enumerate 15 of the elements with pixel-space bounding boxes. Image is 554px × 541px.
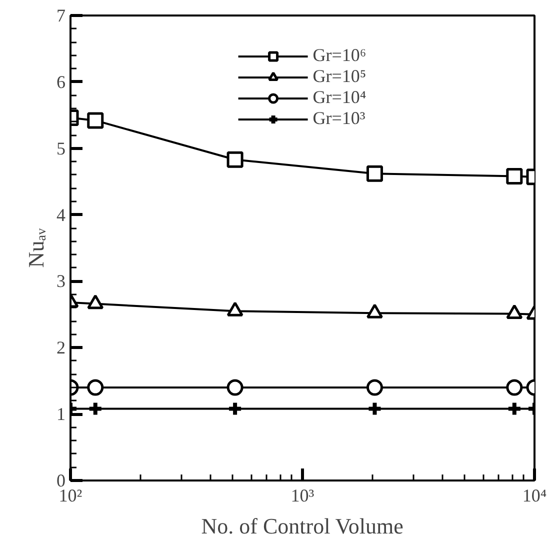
x-tick-label: 10³ (290, 486, 315, 506)
x-axis-title: No. of Control Volume (201, 514, 404, 538)
legend-label: Gr=10³ (312, 108, 366, 129)
legend-label: Gr=10⁶ (312, 45, 366, 66)
y-axis-title: Nuₐᵥ (24, 228, 48, 268)
y-tick-label: 3 (56, 271, 66, 292)
y-tick-label: 5 (56, 138, 66, 158)
legend-label: Gr=10⁵ (312, 66, 366, 87)
x-tick-label: 10⁴ (522, 486, 547, 506)
legend-label: Gr=10⁴ (312, 87, 366, 108)
y-tick-label: 2 (56, 338, 66, 358)
y-tick-label: 1 (56, 404, 66, 424)
y-tick-label: 4 (56, 204, 66, 225)
y-tick-label: 6 (56, 72, 66, 92)
y-tick-label: 7 (56, 6, 66, 26)
